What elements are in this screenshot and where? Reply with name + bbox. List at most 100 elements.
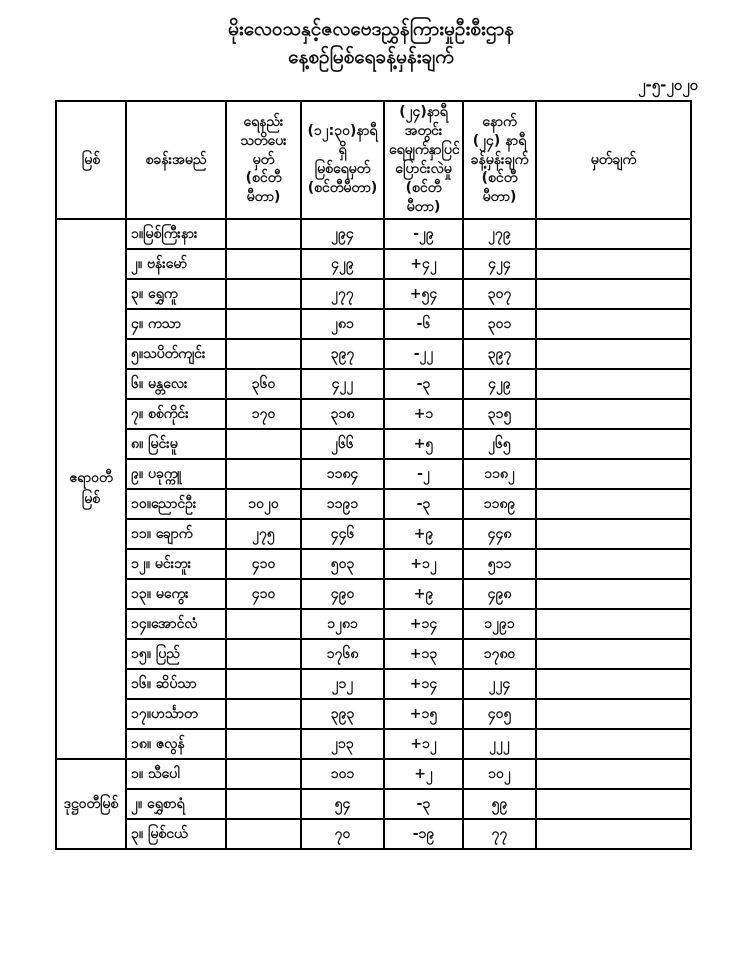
header-river: မြစ် xyxy=(55,100,127,220)
low-water-warning-value xyxy=(225,338,302,370)
water-level-value: ၃၉၃ xyxy=(300,698,385,730)
forecast-24hr-value: ၃၀၇ xyxy=(462,278,537,310)
station-name: ၁၅။ ပြည် xyxy=(125,638,227,670)
forecast-24hr-value: ၃၀၁ xyxy=(462,308,537,340)
forecast-24hr-value: ၇၇ xyxy=(462,818,537,850)
table-row: ၁၀။ညောင်ဦး ၁၀၂၀ ၁၁၉၁ -၃ ၁၁၈၉ xyxy=(56,488,692,520)
low-water-warning-value: ၁၇၀ xyxy=(225,398,302,430)
low-water-warning-value xyxy=(225,248,302,280)
remark-value xyxy=(535,548,692,580)
forecast-24hr-value: ၁၁၈၉ xyxy=(462,488,537,520)
station-name: ၃။ မြစ်ငယ် xyxy=(125,818,227,850)
change-24hr-value: +၉ xyxy=(383,518,464,550)
header-remarks: မှတ်ချက် xyxy=(535,100,692,220)
change-24hr-value: +၁၄ xyxy=(383,608,464,640)
water-level-value: ၄၂၉ xyxy=(300,248,385,280)
change-24hr-value: +၁၂ xyxy=(383,548,464,580)
header-station-name: စခန်းအမည် xyxy=(125,100,227,220)
water-level-value: ၁၁၈၄ xyxy=(300,458,385,490)
river-forecast-table: မြစ် စခန်းအမည် ရေနည်း သတိပေးမှတ် (စင်တီမ… xyxy=(55,100,692,850)
change-24hr-value: +၁၃ xyxy=(383,638,464,670)
header-water-level-1230: (၁၂:၃၀)နာရီရှိ မြစ်ရေမှတ် (စင်တီမီတာ) xyxy=(300,100,385,220)
water-level-value: ၃၁၈ xyxy=(300,398,385,430)
forecast-24hr-value: ၁၇၈၀ xyxy=(462,638,537,670)
change-24hr-value: -၁၉ xyxy=(383,818,464,850)
low-water-warning-value xyxy=(225,698,302,730)
low-water-warning-value xyxy=(225,218,302,250)
table-row: ၁၆။ ဆိပ်သာ ၂၁၂ +၁၄ ၂၂၄ xyxy=(56,668,692,700)
table-header-row: မြစ် စခန်းအမည် ရေနည်း သတိပေးမှတ် (စင်တီမ… xyxy=(55,100,692,220)
title-line-1: မိုးလေဝသနှင့်ဇလဗေဒညွှန်ကြားမှုဦးစီးဌာန xyxy=(228,18,514,40)
station-name: ၁၃။ မကွေး xyxy=(125,578,227,610)
title-line-2: နေ့စဉ်မြစ်ရေခန့်မှန်းချက် xyxy=(288,45,454,68)
remark-value xyxy=(535,308,692,340)
remark-value xyxy=(535,368,692,400)
water-level-value: ၁၂၈၁ xyxy=(300,608,385,640)
station-name: ၁၀။ညောင်ဦး xyxy=(125,488,227,520)
remark-value xyxy=(535,698,692,730)
table-row: ဒုဋ္ဌဝတီမြစ် ၁။ သီပေါ ၁၀၁ +၂ ၁၀၂ xyxy=(55,758,692,850)
header-low-water-warning-level: ရေနည်း သတိပေးမှတ် (စင်တီမီတာ) xyxy=(225,100,302,220)
low-water-warning-value: ၄၁၀ xyxy=(225,578,302,610)
forecast-24hr-value: ၂၆၅ xyxy=(462,428,537,460)
table-row: ၁၇။ဟင်္သာတ ၃၉၃ +၁၅ ၄၀၅ xyxy=(56,698,692,730)
station-name: ၁၂။ မင်းဘူး xyxy=(125,548,227,580)
low-water-warning-value xyxy=(225,818,302,850)
station-name: ၁။မြစ်ကြီးနား xyxy=(125,218,227,250)
water-level-value: ၂၆၆ xyxy=(300,428,385,460)
forecast-24hr-value: ၄၄၈ xyxy=(462,518,537,550)
water-level-value: ၄၂၂ xyxy=(300,368,385,400)
forecast-24hr-value: ၄၂၉ xyxy=(462,368,537,400)
low-water-warning-value xyxy=(225,428,302,460)
change-24hr-value: +၁ xyxy=(383,398,464,430)
remark-value xyxy=(535,728,692,760)
table-row: ၁၂။ မင်းဘူး ၄၁၀ ၅၀၃ +၁၂ ၅၁၁ xyxy=(56,548,692,580)
forecast-24hr-value: ၂၂၂ xyxy=(462,728,537,760)
station-name: ၄။ ကသာ xyxy=(125,308,227,340)
station-name: ၁၄။အောင်လံ xyxy=(125,608,227,640)
low-water-warning-value xyxy=(225,728,302,760)
change-24hr-value: -၃ xyxy=(383,368,464,400)
low-water-warning-value xyxy=(225,758,302,790)
remark-value xyxy=(535,278,692,310)
remark-value xyxy=(535,818,692,850)
forecast-24hr-value: ၂၇၉ xyxy=(462,218,537,250)
change-24hr-value: -၆ xyxy=(383,308,464,340)
water-level-value: ၂၇၇ xyxy=(300,278,385,310)
water-level-value: ၂၁၃ xyxy=(300,728,385,760)
change-24hr-value: +၄၂ xyxy=(383,248,464,280)
change-24hr-value: +၁၄ xyxy=(383,668,464,700)
river-name: ဒုဋ္ဌဝတီမြစ် xyxy=(55,758,127,850)
remark-value xyxy=(535,338,692,370)
low-water-warning-value xyxy=(225,308,302,340)
remark-value xyxy=(535,668,692,700)
low-water-warning-value: ၄၁၀ xyxy=(225,548,302,580)
change-24hr-value: -၂၂ xyxy=(383,338,464,370)
water-level-value: ၄၉၀ xyxy=(300,578,385,610)
remark-value xyxy=(535,578,692,610)
table-body: ဧရာဝတီမြစ် ၁။မြစ်ကြီးနား ၂၉၄ -၂၉ ၂၇၉ ၂။ ဗန်းမ… xyxy=(55,218,692,850)
forecast-24hr-value: ၁၀၂ xyxy=(462,758,537,790)
change-24hr-value: -၂ xyxy=(383,458,464,490)
water-level-value: ၁၇၆၈ xyxy=(300,638,385,670)
station-name: ၂။ ဗန်းမော် xyxy=(125,248,227,280)
table-row: ၁၅။ ပြည် ၁၇၆၈ +၁၃ ၁၇၈၀ xyxy=(56,638,692,670)
table-row: ၈။ မြင်းမူ ၂၆၆ +၅ ၂၆၅ xyxy=(56,428,692,460)
table-row: ၂။ ရွှေစာရံ ၅၄ -၃ ၅၉ xyxy=(56,788,692,820)
water-level-value: ၁၀၁ xyxy=(300,758,385,790)
report-date: ၂-၅-၂၀၂၀ xyxy=(638,76,698,94)
forecast-24hr-value: ၅၁၁ xyxy=(462,548,537,580)
forecast-24hr-value: ၃၉၇ xyxy=(462,338,537,370)
low-water-warning-value xyxy=(225,638,302,670)
low-water-warning-value: ၃၆၀ xyxy=(225,368,302,400)
forecast-24hr-value: ၁၂၉၁ xyxy=(462,608,537,640)
table-row: ၂။ ဗန်းမော် ၄၂၉ +၄၂ ၄၂၄ xyxy=(56,248,692,280)
remark-value xyxy=(535,758,692,790)
low-water-warning-value xyxy=(225,608,302,640)
station-name: ၂။ ရွှေစာရံ xyxy=(125,788,227,820)
remark-value xyxy=(535,638,692,670)
change-24hr-value: +၉ xyxy=(383,578,464,610)
water-level-value: ၂၉၄ xyxy=(300,218,385,250)
remark-value xyxy=(535,398,692,430)
